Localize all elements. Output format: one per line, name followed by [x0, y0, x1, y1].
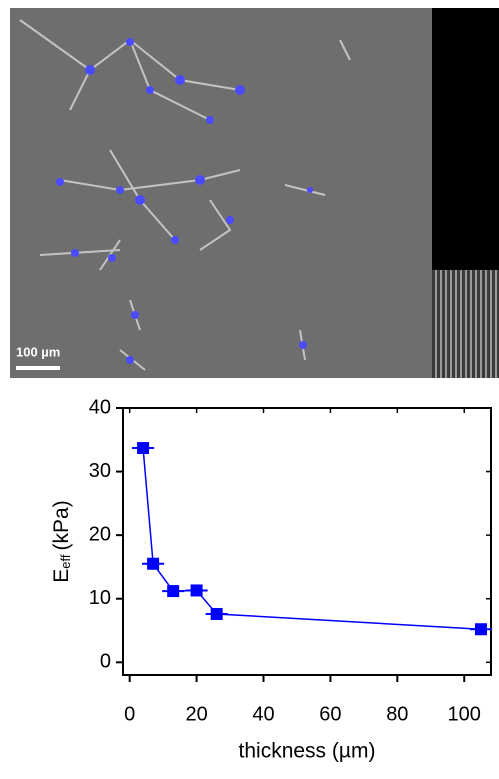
x-tick-label: 80 [386, 703, 408, 725]
x-tick-label: 0 [124, 703, 135, 725]
y-axis-label: Eeff (kPa) [50, 500, 74, 582]
micrograph: 100 µm [10, 8, 499, 378]
x-tick-label: 100 [448, 703, 481, 725]
plot-frame [122, 407, 492, 676]
data-line [142, 447, 482, 630]
data-point [210, 607, 223, 620]
y-label-unit: (kPa) [50, 500, 73, 550]
y-label-main: E [50, 569, 73, 583]
x-axis-label: thickness (µm) [239, 740, 376, 763]
x-tick-label: 40 [252, 703, 274, 725]
scale-bar-label: 100 µm [16, 344, 60, 359]
chart: 0 10 20 30 40 0 20 40 60 80 100 thickness (µm) Eeff (… [50, 396, 492, 763]
data-point [137, 442, 150, 455]
y-tick-label: 0 [100, 651, 111, 673]
data-point [474, 623, 487, 636]
y-tick-label: 10 [89, 587, 111, 609]
y-tick-label: 40 [89, 396, 111, 418]
data-point [167, 585, 180, 598]
x-tick-label: 60 [319, 703, 341, 725]
x-tick-label: 20 [185, 703, 207, 725]
y-tick-label: 20 [89, 523, 111, 545]
data-point [190, 584, 203, 597]
y-label-subscript: eff [58, 554, 73, 569]
y-tick-label: 30 [89, 460, 111, 482]
data-point [147, 557, 160, 570]
